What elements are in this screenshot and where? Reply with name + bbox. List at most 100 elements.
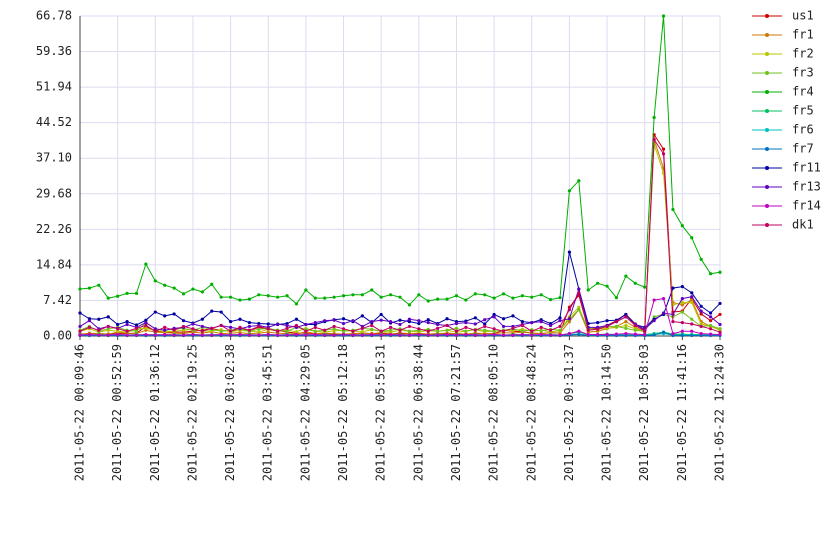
legend-label: us1 — [792, 9, 814, 23]
data-point — [125, 329, 129, 333]
data-point — [351, 333, 355, 337]
data-point — [238, 325, 242, 329]
data-point — [134, 329, 139, 333]
data-point — [238, 317, 242, 321]
x-tick-label: 2011-05-22 09:31:37 — [562, 344, 576, 481]
data-point — [605, 332, 609, 337]
data-point — [454, 333, 459, 337]
data-point — [708, 319, 713, 323]
data-point — [219, 332, 223, 337]
data-point — [708, 323, 713, 328]
data-point — [153, 333, 157, 337]
data-point — [567, 332, 572, 336]
data-point — [134, 323, 139, 327]
data-point — [370, 327, 374, 331]
data-point — [530, 295, 534, 299]
data-point — [699, 304, 703, 308]
data-point — [200, 317, 204, 321]
data-point — [125, 322, 129, 327]
data-point — [87, 325, 92, 329]
data-point — [379, 333, 383, 337]
data-point — [125, 320, 129, 324]
data-point — [417, 293, 421, 297]
data-point — [652, 333, 656, 337]
data-point — [605, 324, 609, 329]
data-point — [473, 328, 477, 332]
data-point — [257, 333, 261, 337]
data-point — [708, 332, 713, 336]
data-point — [144, 262, 148, 266]
data-point — [266, 327, 270, 331]
data-point — [577, 332, 581, 337]
y-tick-label: 7.42 — [43, 293, 72, 307]
data-point — [548, 297, 553, 302]
data-point — [417, 332, 421, 337]
data-point — [680, 224, 684, 228]
data-point — [652, 115, 656, 120]
data-point — [483, 333, 487, 337]
data-point — [388, 328, 393, 332]
data-point — [276, 322, 280, 326]
data-point — [624, 312, 628, 317]
y-tick-label: 51.94 — [36, 80, 72, 94]
data-point — [577, 329, 581, 333]
data-point — [633, 332, 637, 336]
data-point — [633, 281, 637, 285]
data-point — [181, 324, 186, 329]
data-point — [228, 333, 233, 337]
data-point — [483, 293, 487, 297]
y-tick-label: 59.36 — [36, 44, 72, 58]
data-point — [577, 287, 581, 291]
data-point — [690, 236, 694, 240]
data-point — [191, 327, 195, 331]
data-point — [567, 189, 572, 193]
data-point — [219, 310, 223, 314]
data-point — [426, 318, 430, 322]
data-point — [87, 332, 92, 337]
data-point — [501, 333, 506, 337]
data-point — [257, 324, 261, 329]
data-point — [699, 257, 703, 261]
data-point — [360, 326, 364, 330]
data-point — [153, 329, 157, 333]
data-point — [539, 325, 543, 329]
data-point — [370, 323, 374, 328]
x-tick-label: 2011-05-22 07:21:57 — [449, 344, 463, 481]
data-point — [699, 312, 703, 316]
data-point — [219, 329, 223, 333]
data-point — [492, 327, 496, 331]
data-point — [210, 309, 214, 313]
data-point — [464, 332, 468, 337]
data-point — [718, 312, 722, 317]
data-point — [680, 297, 684, 301]
data-point — [501, 324, 506, 329]
data-point — [172, 328, 176, 332]
data-point — [436, 326, 440, 330]
data-point — [530, 333, 534, 337]
data-point — [643, 329, 647, 333]
data-point — [313, 325, 317, 329]
data-point — [511, 326, 515, 330]
data-point — [426, 329, 430, 333]
data-point — [548, 323, 553, 328]
data-point — [106, 333, 110, 337]
data-point — [351, 329, 355, 333]
y-tick-label: 44.52 — [36, 115, 72, 129]
data-point — [605, 319, 609, 323]
legend-label: fr3 — [792, 66, 814, 80]
legend-marker — [765, 223, 769, 227]
data-point — [596, 281, 600, 285]
data-point — [520, 323, 524, 328]
data-point — [690, 298, 694, 302]
data-point — [294, 317, 299, 321]
data-point — [690, 295, 694, 299]
data-point — [511, 296, 515, 300]
data-point — [388, 332, 393, 337]
data-point — [436, 333, 440, 337]
data-point — [699, 332, 703, 336]
data-point — [153, 310, 157, 314]
data-point — [191, 322, 195, 326]
data-point — [78, 329, 82, 333]
data-point — [294, 330, 299, 334]
